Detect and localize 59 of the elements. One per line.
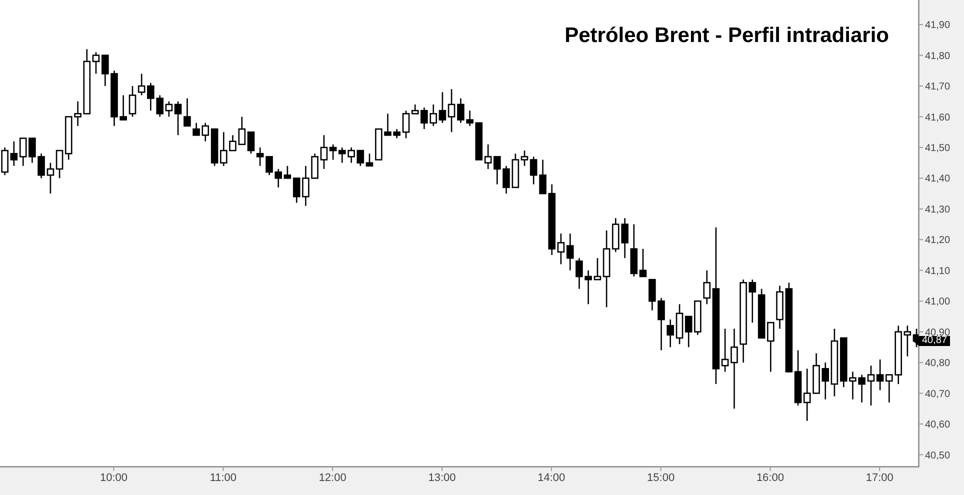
candlestick [703,270,711,305]
candlestick [247,131,255,154]
candlestick [876,358,884,391]
candlestick [184,98,191,127]
y-tick-label: 40,70 [925,388,950,400]
candlestick [128,85,136,118]
candlestick [356,150,364,167]
candlestick [530,156,538,185]
text: Petróleo Brent - Perfil intradiario [564,24,889,48]
x-tick-label: 13:00 [428,472,456,484]
candlestick [484,144,492,170]
y-tick-label: 40,80 [925,358,950,370]
y-tick-label: 41,10 [925,266,950,277]
candlestick [138,73,146,96]
candlestick [366,152,374,167]
x-tick-label: 12:00 [318,472,346,484]
candlestick [520,150,528,167]
candlestick [165,100,173,118]
x-tick-label: 17:00 [866,472,894,484]
candlestick [730,328,738,410]
y-tick-label: 40,50 [925,450,950,462]
y-tick-label: 41,60 [925,112,950,124]
candlestick [557,232,565,265]
y-tick-label: 41,00 [925,296,950,308]
candlestick [666,318,674,348]
candlestick [329,144,337,160]
x-tick-label: 14:00 [538,472,566,484]
y-tick-label: 41,90 [925,20,950,32]
y-tick-label: 40,60 [925,420,950,431]
candlestick [566,232,574,272]
candlestick [92,52,100,74]
candlestick [256,146,264,167]
y-tick-label: 41,80 [925,50,950,62]
y-tick-label: 41,30 [925,204,950,216]
candlestick [320,134,328,170]
y-tick-label: 41,50 [925,143,950,154]
candlestick [56,150,64,179]
candlestick [867,364,875,406]
y-tick-label: 41,40 [925,174,950,185]
x-tick-label: 11:00 [210,472,237,484]
y-tick-label: 41,20 [925,235,950,246]
candlestick [402,110,410,139]
candlestick [46,162,54,194]
candlestick [594,257,602,280]
candlestick [174,100,182,136]
x-tick-label: 10:00 [100,472,128,484]
candlestick [767,322,774,372]
candlestick [639,248,647,278]
x-tick-label: 16:00 [756,472,784,484]
candlestick [284,165,292,179]
candlestick [904,325,912,358]
candlestick [448,88,456,133]
x-tick-label: 15:00 [647,472,675,484]
y-tick-label: 41,70 [925,82,950,93]
candlestick [721,328,729,372]
candlestick [10,140,18,167]
candlestick [238,116,246,146]
annotation: 40,87 [919,335,950,346]
candlestick [438,92,446,124]
